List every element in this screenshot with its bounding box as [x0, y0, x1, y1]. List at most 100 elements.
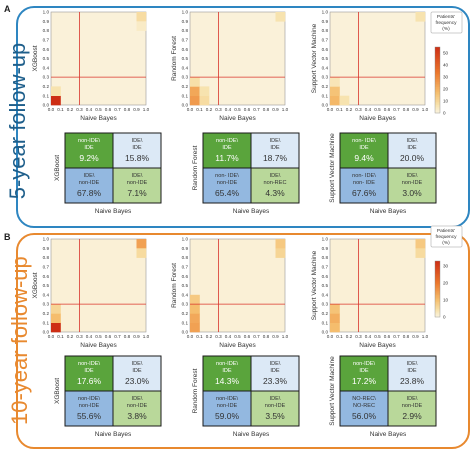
heatmap-background [50, 11, 147, 106]
x-tick-label: 0.9 [133, 334, 140, 339]
x-tick-label: 0.8 [124, 107, 131, 112]
x-axis-label: Naive Bayes [219, 342, 256, 349]
colorbar-title: Patients' [437, 14, 455, 20]
x-tick-label: 1.0 [282, 334, 289, 339]
colorbar-segment [435, 265, 440, 267]
x-tick-label: 0.3 [76, 107, 83, 112]
y-axis-label: Random Forest [171, 263, 178, 308]
colorbar-title: (%) [442, 26, 450, 32]
confusion-cell-value: 55.6% [77, 411, 102, 421]
confusion-cell [202, 132, 252, 169]
colorbar-title-box [430, 11, 463, 34]
x-tick-label: 1.0 [422, 107, 429, 112]
y-tick-label: 0.0 [182, 330, 189, 335]
colorbar-segment [435, 261, 440, 263]
colorbar-segment [435, 88, 440, 91]
heatmap-cell [415, 12, 426, 22]
x-tick-label: 0.7 [253, 334, 260, 339]
colorbar-segment [435, 47, 440, 50]
heatmap-cell [190, 322, 200, 333]
y-tick-label: 0.2 [43, 84, 50, 89]
colorbar-segment [435, 73, 440, 76]
y-tick-label: 1.0 [43, 10, 50, 15]
confusion-cell-label: IDE [359, 145, 369, 151]
colorbar-tick-label: 20 [443, 281, 449, 286]
confusion-cell-label: IDE [270, 368, 280, 374]
x-tick-label: 0.9 [133, 107, 140, 112]
panel-letter-a: A [4, 4, 11, 14]
x-tick-label: 0.0 [48, 107, 55, 112]
colorbar-title: frequency [435, 20, 457, 26]
confusion-cell-label: IDE [407, 368, 417, 374]
colorbar-segment [435, 98, 440, 101]
y-tick-label: 1.0 [182, 237, 189, 242]
y-tick-label: 0.5 [43, 283, 50, 288]
confusion-cell-value: 17.6% [77, 376, 102, 386]
y-tick-label: 0.9 [182, 246, 189, 251]
colorbar-segment [435, 310, 440, 312]
y-tick-label: 0.6 [322, 274, 329, 279]
colorbar-segment [435, 81, 440, 84]
colorbar-segment [435, 66, 440, 69]
colorbar-tick-label: 30 [443, 75, 449, 80]
y-tick-label: 0.8 [322, 255, 329, 260]
colorbar-segment [435, 94, 440, 97]
confusion-cell-value: 23.8% [400, 376, 425, 386]
heatmap-cell [330, 86, 340, 96]
y-tick-label: 1.0 [43, 237, 50, 242]
y-tick-label: 0.3 [182, 75, 189, 80]
heatmap-cell [330, 313, 340, 323]
colorbar-segment [435, 280, 440, 283]
x-tick-label: 0.2 [346, 107, 353, 112]
confusion-cell-value: 14.3% [215, 376, 240, 386]
colorbar-title: Patients' [437, 228, 455, 234]
y-tick-label: 0.5 [322, 56, 329, 61]
colorbar-segment [435, 55, 440, 58]
x-axis-label: Naive Bayes [359, 115, 396, 122]
x-tick-label: 0.8 [403, 107, 410, 112]
confusion-cell-label: IDE\ [270, 396, 281, 402]
colorbar-segment [435, 78, 440, 81]
confusion-cell [387, 355, 437, 392]
confusion-cell-label: IDE\ [132, 361, 143, 367]
confusion-cell-label: non-IDE\ [78, 361, 101, 367]
heatmap-cell [275, 248, 286, 258]
heatmap-cell [190, 304, 200, 314]
y-tick-label: 0.2 [322, 311, 329, 316]
x-tick-label: 0.1 [336, 107, 343, 112]
heatmap-cell [136, 239, 147, 249]
heatmap-cell [136, 12, 147, 22]
colorbar-segment [435, 293, 440, 295]
heatmap-cell [51, 304, 61, 314]
y-tick-label: 0.8 [182, 255, 189, 260]
x-tick-label: 1.0 [143, 334, 150, 339]
colorbar-segment [435, 68, 440, 71]
colorbar-segment [435, 273, 440, 276]
y-axis-label: Support Vector Machine [311, 23, 318, 93]
table-x-label: Naive Bayes [370, 431, 407, 438]
colorbar-segment [435, 300, 440, 302]
heatmap-cell [199, 86, 210, 96]
colorbar-segment [435, 311, 440, 314]
confusion-cell-label: IDE [359, 368, 369, 374]
confusion-cell [64, 355, 114, 392]
heatmap-background [50, 238, 147, 333]
heatmap-cell [190, 86, 200, 96]
confusion-cell [250, 355, 300, 392]
x-tick-label: 0.0 [48, 334, 55, 339]
x-axis-label: Naive Bayes [80, 342, 117, 349]
colorbar-segment [435, 104, 440, 107]
heatmap-cell [275, 239, 286, 249]
colorbar-segment [435, 298, 440, 301]
x-tick-label: 0.1 [57, 334, 64, 339]
colorbar-segment [435, 290, 440, 293]
confusion-cell [202, 167, 252, 204]
colorbar-segment [435, 63, 440, 66]
colorbar-segment [435, 70, 440, 73]
x-tick-label: 0.5 [374, 334, 381, 339]
y-tick-label: 0.5 [182, 283, 189, 288]
colorbar-segment [435, 308, 440, 311]
confusion-cell-label: IDE\ [132, 173, 143, 179]
heatmap-cell [199, 95, 210, 106]
